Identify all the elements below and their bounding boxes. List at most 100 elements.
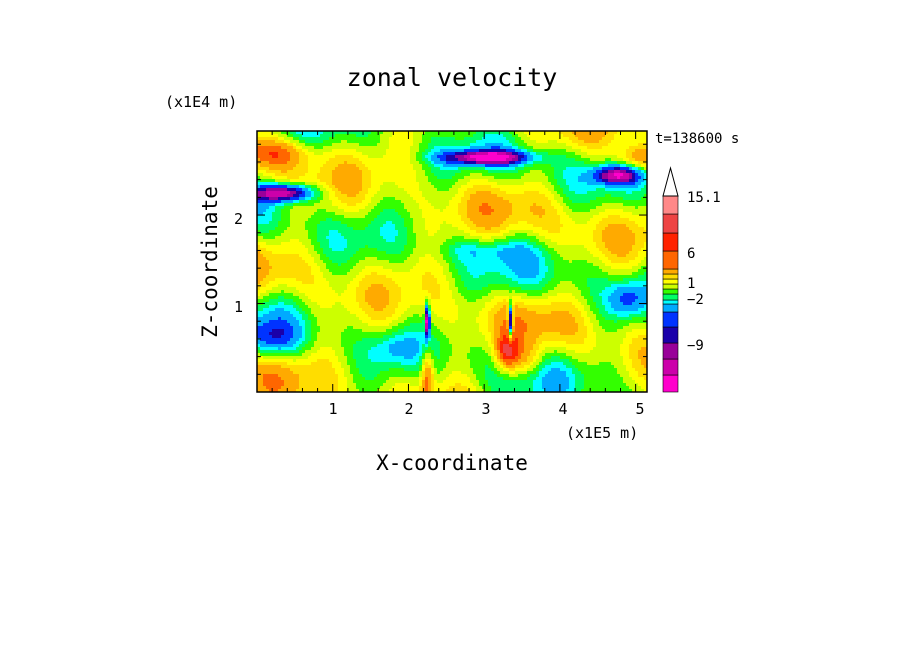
- velocity-cell: [356, 155, 360, 159]
- velocity-cell: [392, 137, 396, 141]
- velocity-cell: [308, 152, 312, 156]
- velocity-cell: [491, 143, 495, 147]
- velocity-cell: [293, 203, 297, 207]
- velocity-cell: [515, 197, 519, 201]
- velocity-cell: [284, 152, 288, 156]
- velocity-cell: [371, 134, 375, 138]
- velocity-cell: [278, 203, 282, 207]
- velocity-cell: [581, 134, 585, 138]
- velocity-cell: [422, 137, 426, 141]
- velocity-cell: [299, 143, 303, 147]
- velocity-cell: [263, 209, 267, 213]
- velocity-cell: [386, 167, 390, 171]
- velocity-cell: [293, 185, 297, 189]
- velocity-cell: [587, 203, 591, 207]
- velocity-cell: [644, 164, 647, 168]
- velocity-cell: [386, 212, 390, 216]
- velocity-cell: [614, 164, 618, 168]
- velocity-cell: [410, 146, 414, 150]
- velocity-cell: [350, 149, 354, 153]
- velocity-cell: [515, 167, 519, 171]
- velocity-cell: [344, 134, 348, 138]
- velocity-cell: [431, 152, 435, 156]
- velocity-cell: [569, 209, 573, 213]
- velocity-cell: [500, 158, 504, 162]
- velocity-cell: [545, 197, 549, 201]
- velocity-cell: [266, 143, 270, 147]
- velocity-cell: [401, 170, 405, 174]
- velocity-cell: [419, 155, 423, 159]
- velocity-cell: [272, 176, 276, 180]
- velocity-cell: [281, 161, 285, 165]
- velocity-cell: [554, 134, 558, 138]
- velocity-cell: [473, 155, 477, 159]
- velocity-cell: [263, 143, 267, 147]
- velocity-cell: [395, 191, 399, 195]
- velocity-cell: [569, 167, 573, 171]
- velocity-cell: [482, 191, 486, 195]
- velocity-cell: [359, 203, 363, 207]
- velocity-cell: [302, 200, 306, 204]
- velocity-cell: [539, 203, 543, 207]
- velocity-cell: [389, 164, 393, 168]
- velocity-cell: [620, 179, 624, 183]
- velocity-cell: [278, 173, 282, 177]
- velocity-cell: [362, 140, 366, 144]
- velocity-cell: [635, 152, 639, 156]
- velocity-cell: [605, 200, 609, 204]
- velocity-cell: [263, 170, 267, 174]
- velocity-cell: [491, 176, 495, 180]
- velocity-cell: [272, 134, 276, 138]
- velocity-cell: [356, 149, 360, 153]
- velocity-cell: [422, 191, 426, 195]
- velocity-cell: [353, 131, 357, 135]
- velocity-cell: [470, 146, 474, 150]
- velocity-cell: [368, 212, 372, 216]
- velocity-cell: [302, 158, 306, 162]
- velocity-cell: [482, 152, 486, 156]
- velocity-cell: [329, 182, 333, 186]
- velocity-cell: [578, 182, 582, 186]
- velocity-cell: [311, 149, 315, 153]
- velocity-cell: [620, 140, 624, 144]
- velocity-cell: [299, 170, 303, 174]
- velocity-cell: [470, 191, 474, 195]
- velocity-cell: [485, 194, 489, 198]
- velocity-cell: [632, 158, 636, 162]
- velocity-cell: [374, 137, 378, 141]
- velocity-cell: [296, 188, 300, 192]
- velocity-cell: [299, 185, 303, 189]
- velocity-cell: [542, 200, 546, 204]
- velocity-cell: [485, 209, 489, 213]
- velocity-cell: [380, 209, 384, 213]
- velocity-cell: [338, 188, 342, 192]
- velocity-cell: [446, 188, 450, 192]
- velocity-cell: [413, 149, 417, 153]
- velocity-cell: [602, 200, 606, 204]
- velocity-cell: [476, 167, 480, 171]
- velocity-cell: [485, 206, 489, 210]
- velocity-cell: [296, 197, 300, 201]
- velocity-cell: [263, 140, 267, 144]
- velocity-cell: [431, 182, 435, 186]
- velocity-cell: [413, 131, 417, 135]
- velocity-cell: [446, 191, 450, 195]
- velocity-cell: [413, 191, 417, 195]
- velocity-cell: [470, 188, 474, 192]
- velocity-cell: [518, 194, 522, 198]
- velocity-cell: [269, 188, 273, 192]
- velocity-cell: [404, 200, 408, 204]
- velocity-cell: [317, 155, 321, 159]
- velocity-cell: [272, 197, 276, 201]
- velocity-cell: [545, 185, 549, 189]
- velocity-cell: [587, 173, 591, 177]
- velocity-cell: [350, 143, 354, 147]
- velocity-cell: [446, 134, 450, 138]
- velocity-cell: [422, 152, 426, 156]
- velocity-cell: [503, 146, 507, 150]
- velocity-cell: [488, 152, 492, 156]
- velocity-cell: [611, 134, 615, 138]
- velocity-cell: [326, 173, 330, 177]
- velocity-cell: [443, 131, 447, 135]
- velocity-cell: [452, 155, 456, 159]
